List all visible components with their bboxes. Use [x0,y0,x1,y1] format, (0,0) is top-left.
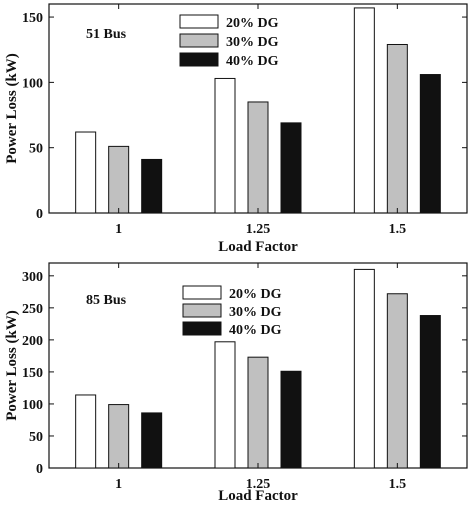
bar-30dg-1-5 [386,43,408,214]
legend-swatch [179,33,219,48]
bar-20dg-1 [75,131,97,214]
x-axis-title: Load Factor [218,488,298,504]
legend-swatch [179,14,219,29]
bar-30dg-1 [108,145,130,214]
legend-label: 40% DG [226,54,279,69]
legend: 20% DG 30% DG 40% DG [182,285,282,338]
bar-40dg-1 [141,412,163,469]
legend-label: 30% DG [226,35,279,50]
bar-20dg-1-5 [353,7,375,214]
chart-51-bus: 0 50 100 150 1 1.25 1.5 Load Factor Power Loss (… [4,3,468,255]
y-tick-label: 150 [22,366,43,381]
bar-40dg-1-25 [280,370,302,469]
bar-30dg-1-25 [247,356,269,469]
bar-20dg-1-25 [214,341,236,469]
legend-label: 20% DG [229,287,282,302]
y-tick-label: 100 [22,76,43,91]
y-axis-title: Power Loss (kW) [4,310,20,421]
bar-30dg-1-25 [247,101,269,214]
y-tick-label: 300 [22,270,43,285]
x-tick-label: 1 [115,477,122,492]
bar-40dg-1-25 [280,122,302,214]
y-tick-label: 50 [29,142,43,157]
y-tick-label: 50 [29,430,43,445]
bar-20dg-1-5 [353,268,375,469]
y-tick-label: 100 [22,398,43,413]
chart-annotation: 51 Bus [86,27,127,42]
legend-swatch [179,52,219,67]
x-tick-label: 1.5 [389,477,407,492]
y-axis-title: Power Loss (kW) [4,53,20,164]
legend: 20% DG 30% DG 40% DG [179,14,279,69]
x-tick-label: 1.25 [246,477,271,492]
y-tick-label: 0 [36,462,43,477]
chart-annotation: 85 Bus [86,293,127,308]
legend-label: 20% DG [226,16,279,31]
legend-swatch [182,303,222,318]
y-tick-label: 0 [36,207,43,222]
chart-85-bus: 0 50 100 150 200 250 300 1 1.25 1.5 Load Factor Pow… [4,262,468,504]
legend-label: 30% DG [229,305,282,320]
x-tick-label: 1.25 [246,222,271,237]
legend-swatch [182,321,222,336]
bar-40dg-1-5 [419,74,441,214]
bar-20dg-1 [75,394,97,469]
legend-swatch [182,285,222,300]
x-axis-title: Load Factor [218,239,298,255]
bar-30dg-1 [108,404,130,469]
y-tick-label: 250 [22,302,43,317]
bar-20dg-1-25 [214,77,236,214]
x-tick-label: 1 [115,222,122,237]
bar-40dg-1-5 [419,315,441,469]
legend-label: 40% DG [229,323,282,338]
y-tick-label: 150 [22,11,43,26]
bar-30dg-1-5 [386,293,408,469]
x-tick-label: 1.5 [389,222,407,237]
y-tick-label: 200 [22,334,43,349]
bar-40dg-1 [141,158,163,214]
